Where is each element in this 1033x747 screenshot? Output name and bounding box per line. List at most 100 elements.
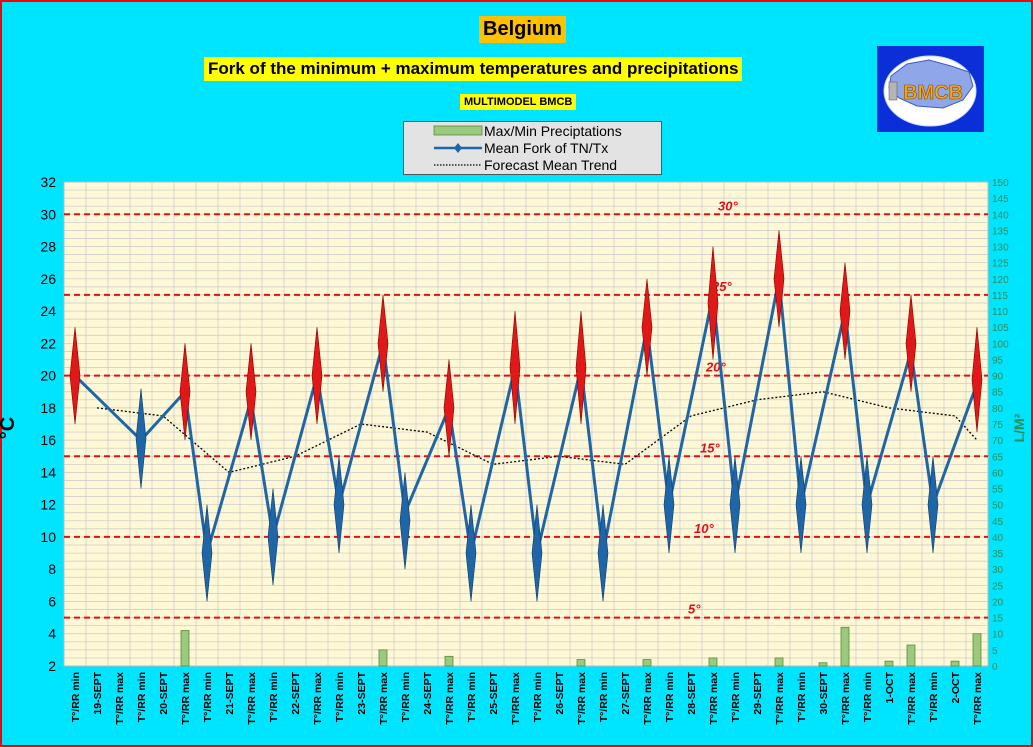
y-tick-label: 16 [40, 432, 56, 448]
y2-tick-label: 100 [992, 339, 1009, 350]
chart-subtitle: Fork of the minimum + maximum temperatur… [204, 57, 743, 81]
y-tick-label: 32 [40, 174, 56, 190]
y-axis-label: °C [0, 417, 19, 439]
y-tick-label: 8 [48, 561, 56, 577]
x-tick-label: T°/RR min [70, 672, 82, 722]
x-tick-label: T°/RR min [466, 672, 478, 722]
fork-spike [597, 504, 609, 602]
x-tick-label: T°/RR min [400, 672, 412, 722]
x-tick-label: 2-OCT [950, 671, 962, 703]
y2-tick-label: 110 [992, 307, 1008, 318]
legend-label-precip: Max/Min Preciptations [484, 123, 622, 139]
fork-spike [311, 327, 323, 425]
y2-tick-label: 95 [992, 355, 1004, 366]
model-label: MULTIMODEL BMCB [460, 94, 577, 110]
bmcb-logo: BMCB [877, 46, 984, 132]
x-tick-label: T°/RR max [510, 672, 522, 725]
chart-legend: Max/Min Preciptations Mean Fork of TN/Tx… [403, 121, 662, 175]
fork-spike [641, 278, 653, 376]
y-tick-label: 2 [48, 658, 56, 674]
fork-spike [245, 343, 257, 441]
fork-spike [69, 327, 81, 425]
y2-tick-label: 20 [992, 597, 1004, 608]
legend-swatch-precip [433, 125, 483, 136]
y2-tick-label: 85 [992, 388, 1004, 399]
fork-spike [927, 456, 939, 554]
x-tick-label: T°/RR min [796, 672, 808, 722]
precip-bar [708, 657, 718, 667]
x-tick-label: T°/RR min [268, 672, 280, 722]
y2-tick-label: 140 [992, 210, 1009, 221]
fork-spike [333, 456, 345, 554]
x-tick-label: 29-SEPT [752, 671, 764, 714]
x-tick-label: 26-SEPT [554, 671, 566, 714]
chart-title: Belgium [479, 16, 566, 43]
y2-tick-label: 80 [992, 404, 1004, 415]
y-tick-label: 12 [40, 497, 56, 513]
y-tick-label: 10 [40, 529, 56, 545]
reference-line-label: 30° [718, 198, 738, 213]
reference-line-label: 20° [705, 360, 726, 375]
precip-bar [840, 626, 850, 667]
x-tick-label: T°/RR min [862, 672, 874, 722]
y-tick-label: 24 [40, 303, 56, 319]
fork-spike [135, 388, 147, 489]
y2-tick-label: 35 [992, 549, 1004, 560]
y2-tick-label: 150 [992, 178, 1009, 189]
reference-line-label: 15° [700, 440, 720, 455]
y-tick-label: 6 [48, 593, 56, 609]
y2-tick-label: 75 [992, 420, 1004, 431]
logo-text: BMCB [903, 82, 963, 104]
x-tick-label: T°/RR max [444, 672, 456, 725]
x-tick-label: T°/RR min [532, 672, 544, 722]
y2-tick-label: 125 [992, 259, 1009, 270]
fork-spike [267, 488, 279, 586]
reference-lines: 30°25°20°15°10°5° [64, 198, 988, 619]
legend-label-mean: Mean Fork of TN/Tx [484, 140, 609, 156]
x-tick-label: T°/RR max [246, 672, 258, 725]
y2-tick-label: 60 [992, 468, 1004, 479]
x-tick-label: T°/RR max [972, 672, 984, 725]
y-tick-label: 30 [40, 206, 56, 222]
fork-spike [795, 456, 807, 554]
x-tick-label: T°/RR max [642, 672, 654, 725]
precip-bar [378, 649, 388, 667]
x-tick-label: 24-SEPT [422, 671, 434, 714]
x-tick-label: T°/RR min [334, 672, 346, 722]
x-tick-label: T°/RR min [928, 672, 940, 722]
x-tick-label: T°/RR min [202, 672, 214, 722]
y2-tick-label: 70 [992, 436, 1004, 447]
y2-tick-label: 115 [992, 291, 1008, 302]
legend-swatch-mean [434, 143, 482, 153]
y-tick-label: 22 [40, 335, 56, 351]
reference-line-label: 5° [688, 602, 701, 617]
precip-bar [576, 659, 586, 667]
x-tick-label: 28-SEPT [686, 671, 698, 714]
x-tick-label: 30-SEPT [818, 671, 830, 714]
x-tick-label: T°/RR min [730, 672, 742, 722]
fork-spike [663, 456, 675, 554]
precip-bar [972, 633, 982, 667]
fork-spike [399, 472, 411, 570]
y-tick-label: 28 [40, 239, 56, 255]
y2-tick-label: 10 [992, 630, 1004, 641]
fork-spike [377, 294, 389, 392]
x-tick-label: T°/RR max [708, 672, 720, 725]
reference-line-label: 10° [694, 521, 714, 536]
y2-tick-label: 90 [992, 372, 1004, 383]
y2-axis-label: L/M² [1011, 413, 1027, 442]
fork-spike [707, 246, 719, 360]
fork-spike [773, 230, 785, 328]
y2-tick-label: 55 [992, 485, 1004, 496]
y-tick-label: 26 [40, 271, 56, 287]
fork-spike [839, 262, 851, 360]
fork-spikes [69, 230, 983, 602]
y2-tick-label: 0 [992, 662, 998, 673]
y2-tick-label: 45 [992, 517, 1004, 528]
y2-tick-label: 145 [992, 194, 1009, 205]
y2-tick-label: 135 [992, 226, 1009, 237]
y2-tick-label: 40 [992, 533, 1004, 544]
legend-label-trend: Forecast Mean Trend [484, 157, 618, 173]
fork-spike [201, 504, 213, 602]
